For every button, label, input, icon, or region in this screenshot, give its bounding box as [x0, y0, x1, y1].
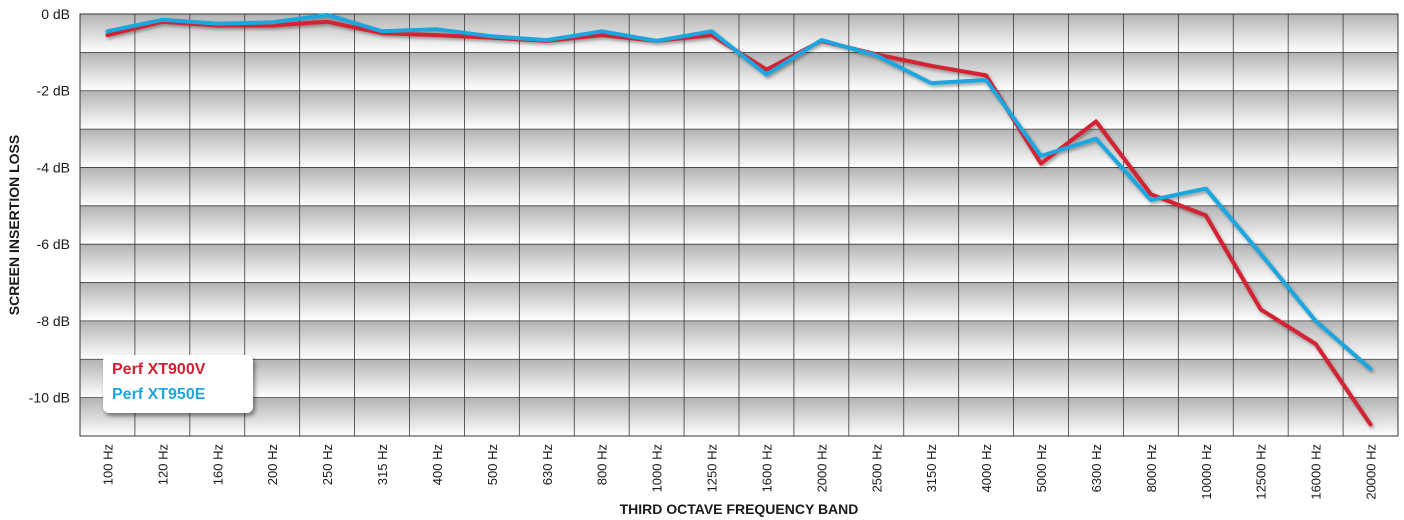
x-tick-label: 120 Hz: [155, 444, 170, 485]
x-tick-label: 8000 Hz: [1144, 444, 1159, 492]
y-tick-label: -2 dB: [37, 83, 70, 99]
legend: Perf XT900V Perf XT950E: [103, 355, 253, 413]
x-tick-label: 100 Hz: [100, 444, 115, 485]
x-tick-label: 400 Hz: [430, 444, 445, 485]
series-lines: [105, 12, 1373, 427]
x-tick-label: 630 Hz: [540, 444, 555, 485]
x-tick-label: 5000 Hz: [1034, 444, 1049, 492]
series-line-perf-xt950e: [105, 12, 1373, 371]
y-axis-ticks: 0 dB -2 dB -4 dB -6 dB -8 dB -10 dB: [29, 6, 70, 406]
x-axis-ticks: 100 Hz 120 Hz 160 Hz 200 Hz 250 Hz 315 Hz 400 …: [100, 444, 1378, 500]
y-tick-label: -4 dB: [37, 159, 70, 175]
x-tick-label: 1000 Hz: [650, 444, 665, 492]
x-tick-label: 1600 Hz: [759, 444, 774, 492]
x-tick-label: 2000 Hz: [814, 444, 829, 492]
x-tick-label: 12500 Hz: [1254, 444, 1269, 500]
x-tick-label: 800 Hz: [595, 444, 610, 485]
x-tick-label: 10000 Hz: [1199, 444, 1214, 500]
y-axis-label: SCREEN INSERTION LOSS: [6, 135, 22, 315]
x-tick-label: 500 Hz: [485, 444, 500, 485]
x-tick-label: 2500 Hz: [869, 444, 884, 492]
x-tick-label: 200 Hz: [265, 444, 280, 485]
y-tick-label: -8 dB: [37, 313, 70, 329]
x-tick-label: 20000 Hz: [1364, 444, 1379, 500]
x-tick-label: 3150 Hz: [924, 444, 939, 492]
plot-frame: [79, 13, 1399, 437]
x-tick-label: 315 Hz: [375, 444, 390, 485]
legend-entry-perf-xt900v: Perf XT900V: [112, 361, 206, 378]
x-tick-label: 4000 Hz: [979, 444, 994, 492]
x-axis-label: THIRD OCTAVE FREQUENCY BAND: [620, 501, 859, 517]
x-tick-label: 250 Hz: [320, 444, 335, 485]
x-tick-label: 160 Hz: [210, 444, 225, 485]
x-tick-label: 1250 Hz: [705, 444, 720, 492]
x-tick-label: 6300 Hz: [1089, 444, 1104, 492]
x-tick-label: 16000 Hz: [1309, 444, 1324, 500]
y-tick-label: -10 dB: [29, 390, 70, 406]
legend-entry-perf-xt950e: Perf XT950E: [112, 386, 206, 403]
y-tick-label: 0 dB: [41, 6, 70, 22]
y-tick-label: -6 dB: [37, 236, 70, 252]
